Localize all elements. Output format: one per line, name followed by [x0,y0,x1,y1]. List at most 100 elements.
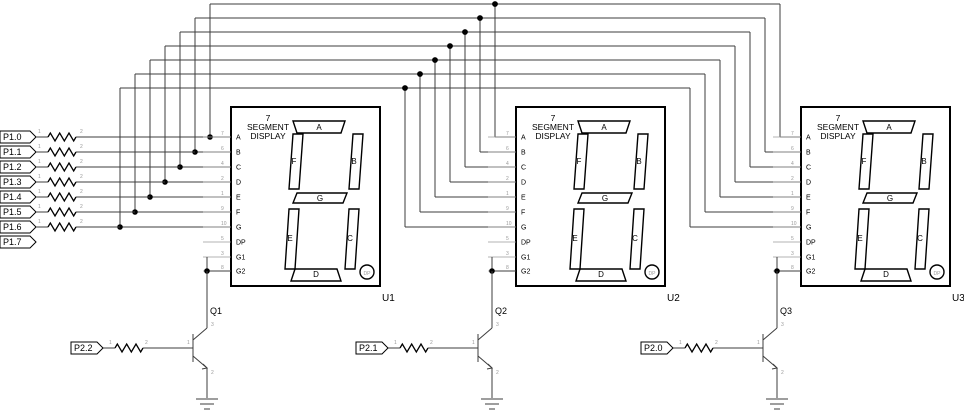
transistor-pin-number: 1 [187,340,190,346]
port-row: P1.6 1 2 [0,219,120,234]
segment-d [290,268,342,282]
segment-label: C [632,234,638,243]
pin-label: DP [521,240,531,247]
display-title: SEGMENT [247,122,289,132]
resistor [47,191,77,203]
display-ref: U2 [667,293,680,304]
pin-label: DP [806,240,816,247]
port-connector [0,160,37,174]
port-connector [0,235,37,249]
segment-f [573,133,589,190]
pin-label: G2 [521,269,530,276]
resistor-pin-number: 1 [38,219,41,225]
segment-label: G [887,194,893,203]
display-ref: U1 [382,293,395,304]
display-title: DISPLAY [535,131,571,141]
transistor-pin-number: 1 [472,340,475,346]
pin-label: G2 [806,269,815,276]
segment-label: E [572,234,577,243]
base-port-connector [640,341,674,355]
decimal-point [929,264,945,280]
port-label: P1.4 [3,192,22,202]
decimal-point-label: DP [934,271,942,277]
pin-label: A [236,135,241,142]
port-label: P1.2 [3,162,22,172]
pin-label: C [521,165,526,172]
seven-segment-display: 7SEGMENTDISPLAYA7B6C4D2E1F9G10DP5G13G28A… [640,106,964,410]
segment-g [576,192,634,204]
pin-number: 9 [791,206,794,212]
pin-number: 8 [506,265,509,271]
segment-group: A B C D E F G [854,120,934,282]
pin-number: 10 [221,221,227,227]
pin-label: B [521,150,526,157]
pin-label: F [236,210,240,217]
base-resistor [684,342,714,354]
segment-label: F [862,157,867,166]
pin-label: B [806,150,811,157]
pin-number: 8 [791,265,794,271]
transistor-pin-number: 3 [496,322,499,328]
seven-segment-display: 7SEGMENTDISPLAYA7B6C4D2E1F9G10DP5G13G28A… [70,106,395,410]
junction-dot [417,71,423,77]
display-title: SEGMENT [532,122,574,132]
base-resistor [399,342,429,354]
transistor-ref: Q2 [495,306,507,316]
junction-dot [492,1,498,7]
pin-number: 10 [791,221,797,227]
resistor [47,161,77,173]
display-ref: U3 [952,293,964,304]
resistor-pin-number: 2 [80,189,83,195]
base-port-label: P2.2 [74,343,93,353]
pin-number: 8 [221,265,224,271]
pin-number: 5 [506,236,509,242]
collector-lead [762,327,778,341]
pin-number: 3 [791,251,794,257]
collector-lead [477,327,493,341]
segment-label: D [313,270,319,279]
transistor-pin-number: 1 [757,340,760,346]
pin-number: 6 [506,146,509,152]
display-units: 7SEGMENTDISPLAYA7B6C4D2E1F9G10DP5G13G28A… [70,106,964,410]
segment-c [629,208,645,270]
pin-number: 3 [506,251,509,257]
pin-label: B [236,150,241,157]
pin-number: 2 [791,176,794,182]
decimal-point-label: DP [364,271,372,277]
resistor [47,221,77,233]
pin-number: 5 [791,236,794,242]
segment-e [854,208,870,270]
resistor-pin-number: 1 [109,340,112,346]
pin-label: D [806,180,811,187]
port-row: P1.2 1 2 [0,159,180,174]
segment-label: B [921,157,926,166]
pin-label: F [806,210,810,217]
segment-group: A B C D E F G [569,120,649,282]
segment-f [858,133,874,190]
pin-label: E [806,195,811,202]
port-connector [0,145,37,159]
seven-segment-display: 7SEGMENTDISPLAYA7B6C4D2E1F9G10DP5G13G28A… [355,106,680,410]
display-title: DISPLAY [820,131,856,141]
segment-e [569,208,585,270]
display-title: 7 [551,113,556,123]
transistor-ref: Q3 [780,306,792,316]
transistor-pin-number: 3 [781,322,784,328]
pin-number: 7 [506,131,509,137]
pin-label: G [806,225,811,232]
pin-label: D [236,180,241,187]
pin-number: 9 [221,206,224,212]
resistor-pin-number: 2 [80,159,83,165]
segment-g [291,192,349,204]
port-row: P1.5 1 2 [0,204,135,219]
segment-bus [117,1,801,230]
pin-label: E [521,195,526,202]
segment-label: E [287,234,292,243]
display-title: 7 [266,113,271,123]
resistor-pin-number: 2 [80,174,83,180]
resistor-pin-number: 2 [80,129,83,135]
resistor-pin-number: 2 [80,204,83,210]
pin-number: 6 [221,146,224,152]
segment-a [862,120,916,134]
